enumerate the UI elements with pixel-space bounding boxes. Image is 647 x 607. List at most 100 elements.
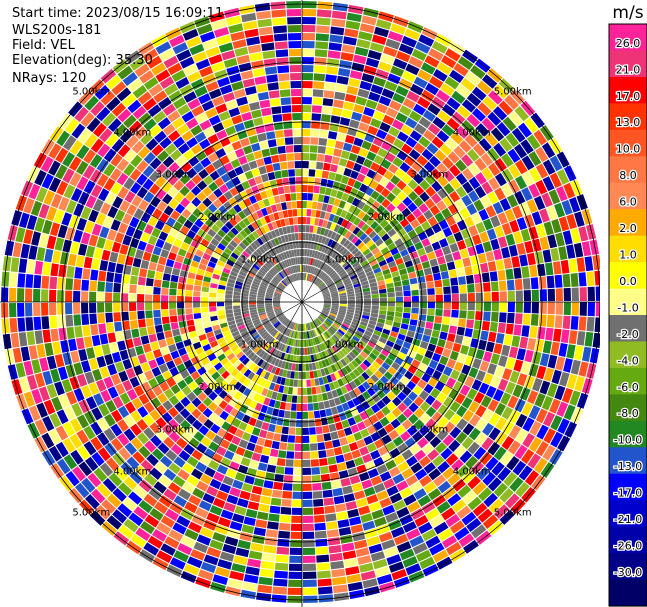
- velocity-cell: [336, 165, 346, 175]
- velocity-cell: [406, 265, 415, 274]
- velocity-cell: [338, 200, 346, 209]
- velocity-cell: [331, 107, 343, 116]
- velocity-cell: [328, 131, 338, 140]
- velocity-cell: [418, 116, 432, 129]
- velocity-cell: [423, 161, 436, 173]
- velocity-cell: [411, 307, 419, 314]
- velocity-cell: [421, 89, 435, 102]
- velocity-cell: [499, 302, 507, 312]
- velocity-cell: [386, 315, 394, 321]
- velocity-cell: [334, 173, 343, 182]
- velocity-cell: [560, 259, 570, 274]
- velocity-cell: [429, 76, 444, 89]
- velocity-cell: [381, 140, 392, 151]
- velocity-cell: [307, 257, 312, 265]
- velocity-cell: [400, 323, 409, 330]
- velocity-cell: [340, 273, 348, 279]
- velocity-cell: [471, 234, 482, 246]
- velocity-cell: [519, 254, 528, 267]
- velocity-cell: [581, 241, 592, 257]
- velocity-cell: [339, 307, 347, 312]
- velocity-cell: [397, 228, 407, 238]
- velocity-cell: [394, 168, 406, 179]
- velocity-cell: [454, 199, 466, 211]
- velocity-cell: [347, 293, 355, 297]
- velocity-cell: [354, 289, 363, 294]
- velocity-cell: [353, 316, 361, 321]
- velocity-cell: [322, 274, 329, 281]
- velocity-cell: [377, 280, 386, 286]
- velocity-cell: [505, 268, 514, 280]
- velocity-cell: [312, 276, 317, 283]
- velocity-cell: [311, 121, 321, 129]
- velocity-cell: [355, 96, 368, 106]
- velocity-cell: [531, 289, 539, 302]
- velocity-cell: [318, 137, 328, 146]
- velocity-cell: [342, 142, 353, 152]
- velocity-cell: [388, 163, 399, 174]
- velocity-cell: [302, 17, 316, 25]
- velocity-cell: [490, 353, 500, 365]
- velocity-cell: [511, 335, 521, 348]
- velocity-cell: [372, 136, 384, 147]
- velocity-cell: [489, 271, 498, 282]
- velocity-cell: [406, 213, 416, 223]
- velocity-cell: [322, 308, 330, 313]
- velocity-cell: [526, 199, 538, 213]
- velocity-cell: [323, 303, 331, 305]
- colorbar-tick-label: 1.0: [619, 249, 637, 262]
- velocity-cell: [354, 250, 362, 258]
- velocity-cell: [410, 283, 419, 291]
- velocity-cell: [477, 102, 492, 117]
- velocity-cell: [470, 65, 486, 80]
- velocity-cell: [350, 187, 359, 197]
- velocity-cell: [542, 249, 552, 263]
- velocity-cell: [399, 105, 412, 117]
- velocity-cell: [311, 258, 316, 266]
- velocity-cell: [331, 308, 339, 312]
- velocity-cell: [421, 260, 431, 269]
- velocity-cell: [427, 123, 441, 136]
- velocity-cell: [376, 194, 386, 204]
- velocity-cell: [361, 140, 372, 151]
- velocity-cell: [373, 155, 384, 165]
- velocity-cell: [498, 100, 514, 116]
- velocity-cell: [369, 144, 380, 154]
- velocity-cell: [358, 273, 367, 280]
- velocity-cell: [333, 277, 341, 283]
- velocity-cell: [366, 169, 376, 179]
- velocity-cell: [359, 232, 368, 241]
- velocity-cell: [563, 182, 576, 199]
- velocity-cell: [302, 169, 309, 177]
- velocity-cell: [378, 11, 394, 23]
- velocity-cell: [555, 232, 565, 247]
- velocity-cell: [375, 238, 384, 247]
- velocity-cell: [378, 95, 392, 107]
- velocity-cell: [481, 321, 490, 331]
- velocity-cell: [383, 170, 394, 181]
- velocity-cell: [330, 231, 337, 240]
- velocity-cell: [531, 302, 539, 314]
- velocity-cell: [524, 117, 539, 133]
- velocity-cell: [329, 34, 344, 44]
- velocity-cell: [359, 277, 368, 283]
- velocity-cell: [308, 265, 312, 273]
- velocity-cell: [360, 245, 368, 253]
- velocity-cell: [443, 309, 451, 317]
- velocity-cell: [361, 73, 375, 83]
- velocity-cell: [402, 312, 411, 319]
- velocity-cell: [341, 248, 348, 256]
- velocity-cell: [339, 304, 347, 307]
- colorbar-tick-label: 2.0: [619, 222, 637, 235]
- velocity-cell: [337, 217, 344, 226]
- velocity-cell: [378, 284, 386, 290]
- velocity-cell: [339, 299, 347, 302]
- velocity-cell: [316, 202, 323, 210]
- velocity-cell: [327, 268, 334, 275]
- velocity-cell: [570, 228, 581, 244]
- velocity-cell: [501, 183, 513, 197]
- velocity-cell: [483, 282, 491, 292]
- velocity-cell: [370, 221, 379, 230]
- velocity-cell: [430, 168, 442, 180]
- velocity-cell: [556, 169, 570, 185]
